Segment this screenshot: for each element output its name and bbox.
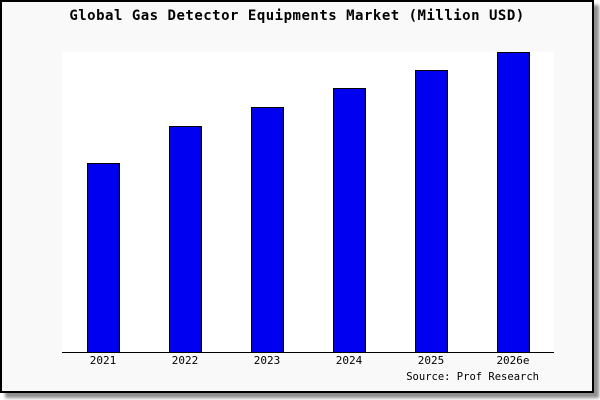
x-axis-label-2024: 2024 — [335, 354, 363, 367]
bar-2021 — [86, 163, 120, 352]
x-axis-label-2021: 2021 — [89, 354, 117, 367]
chart-card: Global Gas Detector Equipments Market (M… — [0, 0, 594, 393]
bar-2022 — [168, 126, 202, 352]
bar-2026e — [496, 51, 530, 352]
x-axis-label-2022: 2022 — [171, 354, 199, 367]
x-axis-label-2023: 2023 — [253, 354, 281, 367]
bar-2023 — [250, 107, 284, 352]
chart-title: Global Gas Detector Equipments Market (M… — [69, 8, 525, 24]
plot-area — [62, 51, 554, 353]
source-label: Source: Prof Research — [406, 371, 539, 383]
x-axis-label-2025: 2025 — [417, 354, 445, 367]
bar-2025 — [414, 69, 448, 352]
x-axis-label-2026e: 2026e — [496, 354, 530, 367]
x-axis-row: 2021 2022 2023 2024 2025 2026e — [62, 354, 554, 369]
bar-2024 — [332, 88, 366, 352]
